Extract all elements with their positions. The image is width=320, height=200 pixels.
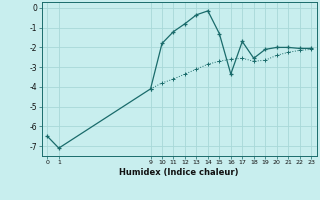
X-axis label: Humidex (Indice chaleur): Humidex (Indice chaleur) [119, 168, 239, 177]
